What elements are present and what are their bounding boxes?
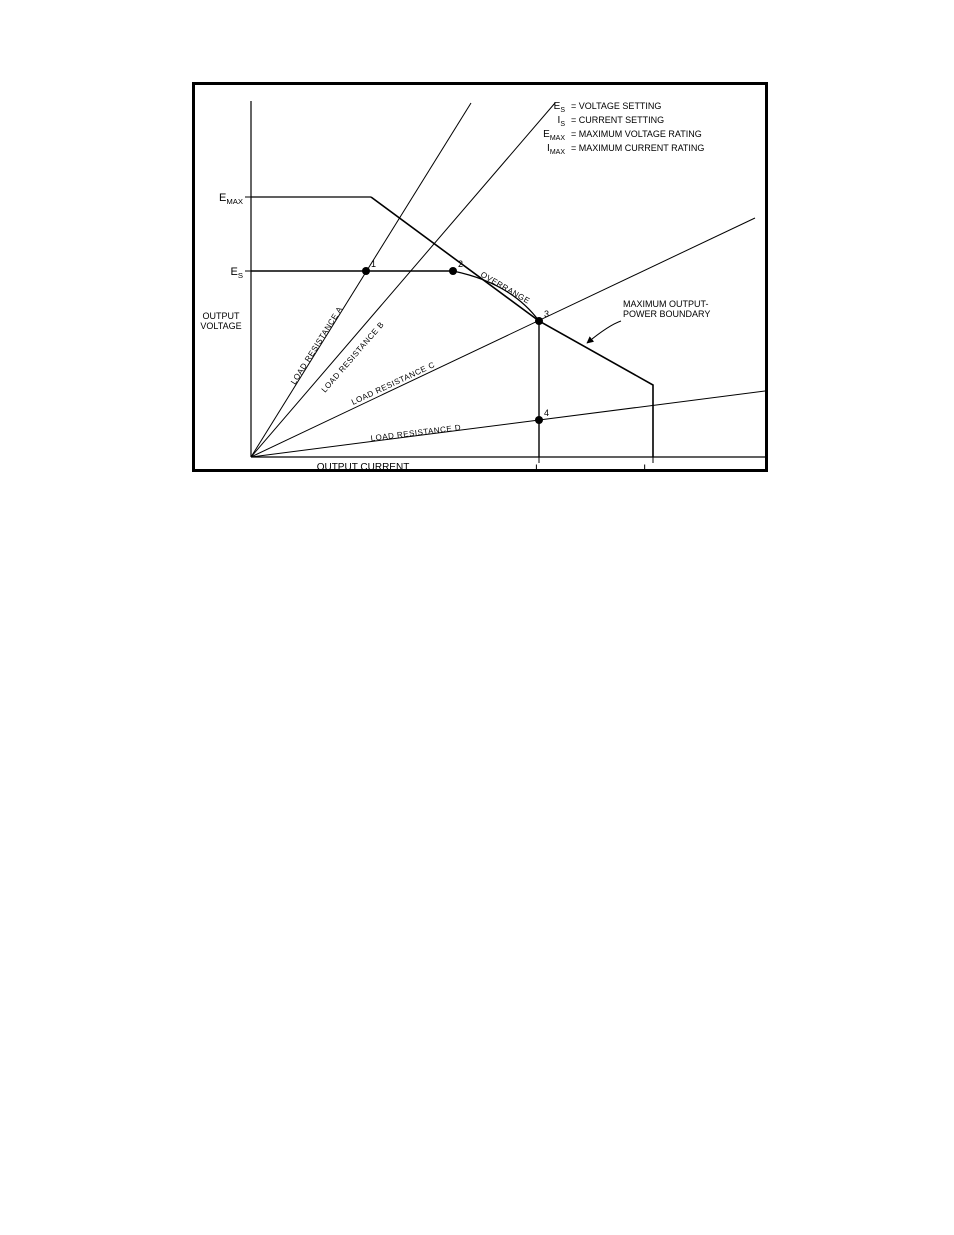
- load-label-D: LOAD RESISTANCE D: [370, 423, 461, 443]
- overrange-label: OVERRANGE: [479, 270, 532, 306]
- power-boundary: [371, 197, 653, 457]
- legend-sym-0: ES: [554, 101, 566, 114]
- xtick-I_S: IS: [535, 463, 543, 469]
- legend-sym-1: IS: [558, 115, 566, 128]
- load-label-C: LOAD RESISTANCE C: [350, 360, 436, 407]
- legend-sym-3: IMAX: [547, 143, 565, 156]
- point-label-4: 4: [544, 408, 549, 418]
- load-line-B: [251, 103, 555, 457]
- load-line-D: [251, 391, 765, 457]
- diagram-svg: OUTPUT CURRENTOUTPUTVOLTAGEEMAXESISIMAXM…: [195, 85, 765, 469]
- point-4: [535, 416, 543, 424]
- power-boundary-label: MAXIMUM OUTPUT-POWER BOUNDARY: [623, 299, 710, 319]
- x-axis-label: OUTPUT CURRENT: [317, 462, 410, 469]
- point-label-3: 3: [544, 309, 549, 319]
- legend-text-3: = MAXIMUM CURRENT RATING: [571, 143, 704, 153]
- legend-text-2: = MAXIMUM VOLTAGE RATING: [571, 129, 702, 139]
- power-boundary-arrow: [587, 321, 621, 343]
- point-1: [362, 267, 370, 275]
- load-line-A: [251, 103, 471, 457]
- legend-sym-2: EMAX: [543, 129, 565, 142]
- point-label-2: 2: [458, 259, 463, 269]
- y-axis-label: OUTPUTVOLTAGE: [200, 311, 241, 331]
- legend-text-0: = VOLTAGE SETTING: [571, 101, 661, 111]
- ytick-E_MAX: EMAX: [219, 192, 243, 206]
- legend-text-1: = CURRENT SETTING: [571, 115, 664, 125]
- page: OUTPUT CURRENTOUTPUTVOLTAGEEMAXESISIMAXM…: [0, 0, 954, 1235]
- ytick-E_S: ES: [231, 266, 243, 280]
- point-label-1: 1: [371, 259, 376, 269]
- diagram-frame: OUTPUT CURRENTOUTPUTVOLTAGEEMAXESISIMAXM…: [192, 82, 768, 472]
- point-2: [449, 267, 457, 275]
- xtick-I_MAX: IMAX: [643, 463, 663, 469]
- point-3: [535, 317, 543, 325]
